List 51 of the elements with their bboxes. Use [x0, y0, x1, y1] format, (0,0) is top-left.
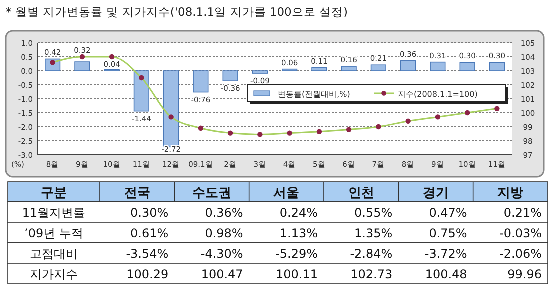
x-tick-label: 지방	[498, 186, 524, 201]
bar	[370, 64, 386, 72]
data-label: 0.30%	[130, 206, 169, 220]
data-label: 0.24%	[280, 206, 318, 220]
data-label: 0.21%	[504, 206, 542, 220]
bar	[460, 62, 476, 72]
legend-label: 변동률(전월대비,%)	[278, 90, 350, 99]
x-tick-label: 전국	[124, 186, 150, 201]
y-tick-label: 11월지변률	[22, 206, 86, 220]
x-tick-label: 서울	[274, 186, 300, 201]
x-tick-label: 수도권	[192, 186, 232, 201]
data-label: 100.48	[425, 268, 468, 282]
data-label: -4.30%	[200, 247, 244, 261]
data-label: 1.35%	[354, 226, 393, 240]
data-label: 99.96	[508, 268, 542, 282]
bar	[222, 70, 238, 82]
data-label: 0.47%	[429, 206, 468, 220]
data-label: -3.54%	[126, 247, 169, 261]
data-label: -5.29%	[276, 247, 318, 261]
data-label: -2.84%	[350, 247, 393, 261]
y-tick-label: ’09년 누적	[24, 226, 84, 240]
data-label: 0.75%	[429, 226, 468, 240]
data-label: 100.29	[126, 268, 169, 282]
bar	[312, 68, 328, 72]
data-label: 0.36%	[205, 206, 244, 220]
data-label: 100.11	[276, 268, 318, 282]
bar	[430, 62, 446, 72]
data-label: -3.72%	[424, 247, 468, 261]
y-tick-label: 고점대비	[30, 247, 78, 261]
legend-label: 지수(2008.1.1=100)	[398, 90, 478, 99]
bar	[74, 62, 90, 72]
bar	[341, 66, 357, 72]
data-label: -0.03%	[500, 226, 542, 240]
data-label: 1.13%	[280, 226, 318, 240]
chart-title: * 월별 지가변동률 및 지가지수('08.1.1일 지가를 100으로 설정)	[6, 5, 348, 19]
bar	[193, 70, 209, 93]
data-label: 0.98%	[205, 226, 244, 240]
x-tick-label: 인천	[348, 186, 374, 201]
bar	[252, 70, 268, 74]
bar	[489, 62, 505, 72]
y-axis-title: 구분	[41, 186, 67, 201]
data-label: 100.47	[201, 268, 244, 282]
bar	[164, 70, 180, 148]
bar	[400, 60, 416, 72]
data-label: 0.55%	[354, 206, 393, 220]
data-label: -2.06%	[500, 247, 542, 261]
y-tick-label: 지가지수	[30, 268, 78, 282]
data-label: 102.73	[350, 268, 393, 282]
data-label: 0.61%	[130, 226, 169, 240]
x-tick-label: 경기	[423, 186, 449, 201]
bar	[134, 70, 150, 112]
